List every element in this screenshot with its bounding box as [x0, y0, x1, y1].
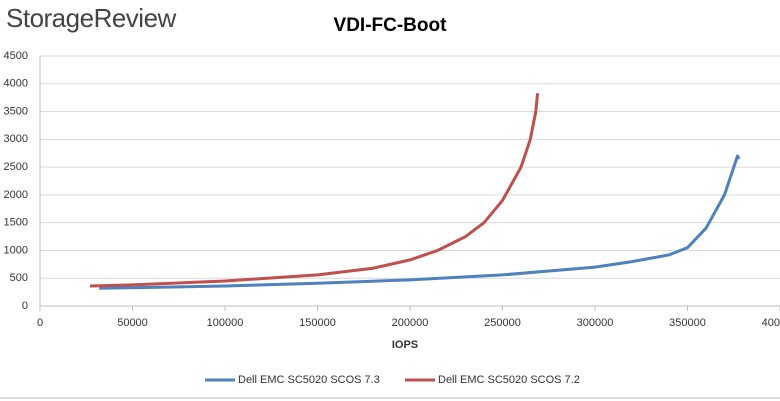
- legend-label: Dell EMC SC5020 SCOS 7.2: [438, 374, 580, 386]
- brand-logo: StorageReview: [6, 3, 177, 33]
- y-tick-label: 1000: [4, 244, 28, 256]
- x-tick-label: 50000: [117, 317, 148, 329]
- y-tick-label: 4500: [4, 50, 28, 62]
- y-tick-label: 4000: [4, 78, 28, 90]
- legend-label: Dell EMC SC5020 SCOS 7.3: [238, 374, 380, 386]
- y-tick-label: 1500: [4, 217, 28, 229]
- x-tick-label: 0: [37, 317, 43, 329]
- x-tick-label: 350000: [669, 317, 706, 329]
- x-tick-label: 300000: [577, 317, 614, 329]
- y-tick-label: 3500: [4, 105, 28, 117]
- x-tick-label: 400000: [762, 317, 780, 329]
- y-tick-label: 500: [10, 272, 28, 284]
- x-tick-label: 200000: [392, 317, 429, 329]
- series-line: [99, 154, 741, 290]
- chart-title: VDI-FC-Boot: [334, 15, 448, 36]
- y-tick-label: 2500: [4, 161, 28, 173]
- y-tick-label: 2000: [4, 189, 28, 201]
- x-tick-label: 250000: [484, 317, 521, 329]
- y-tick-label: 3000: [4, 133, 28, 145]
- x-tick-label: 100000: [207, 317, 244, 329]
- y-tick-label: 0: [22, 300, 28, 312]
- x-axis-label: IOPS: [392, 339, 418, 351]
- series-line: [89, 93, 540, 288]
- x-tick-label: 150000: [299, 317, 336, 329]
